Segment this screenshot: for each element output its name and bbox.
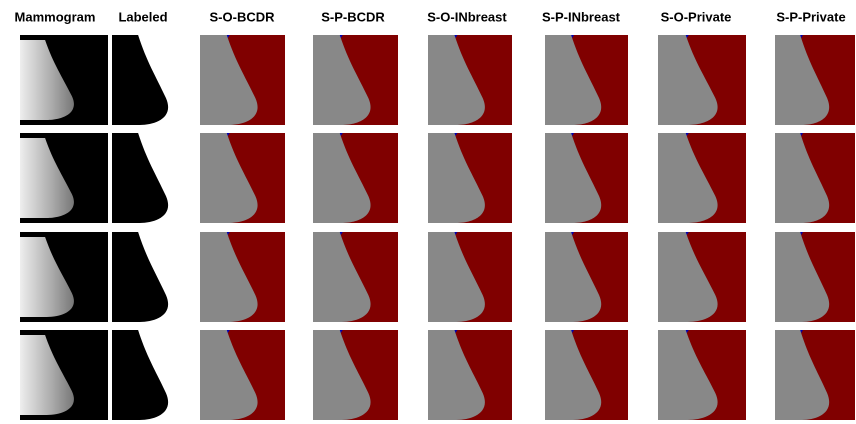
- column-header: Mammogram: [15, 9, 96, 24]
- column-header: S-O-Private: [661, 9, 732, 24]
- labeled-mask: [112, 232, 168, 322]
- column-headers: Mammogram Labeled S-O-BCDR S-P-BCDR S-O-INbr…: [15, 9, 846, 24]
- column-header: S-P-BCDR: [321, 9, 385, 24]
- column-header: Labeled: [118, 9, 167, 24]
- figure: Mammogram Labeled S-O-BCDR S-P-BCDR S-O-INbr…: [0, 0, 856, 424]
- column-header: S-P-INbreast: [542, 9, 621, 24]
- column-header: S-O-BCDR: [210, 9, 276, 24]
- column-header: S-O-INbreast: [427, 9, 507, 24]
- labeled-mask: [112, 35, 168, 125]
- image-grid: [20, 35, 855, 420]
- labeled-mask: [112, 133, 168, 223]
- column-header: S-P-Private: [776, 9, 845, 24]
- labeled-mask: [112, 330, 168, 420]
